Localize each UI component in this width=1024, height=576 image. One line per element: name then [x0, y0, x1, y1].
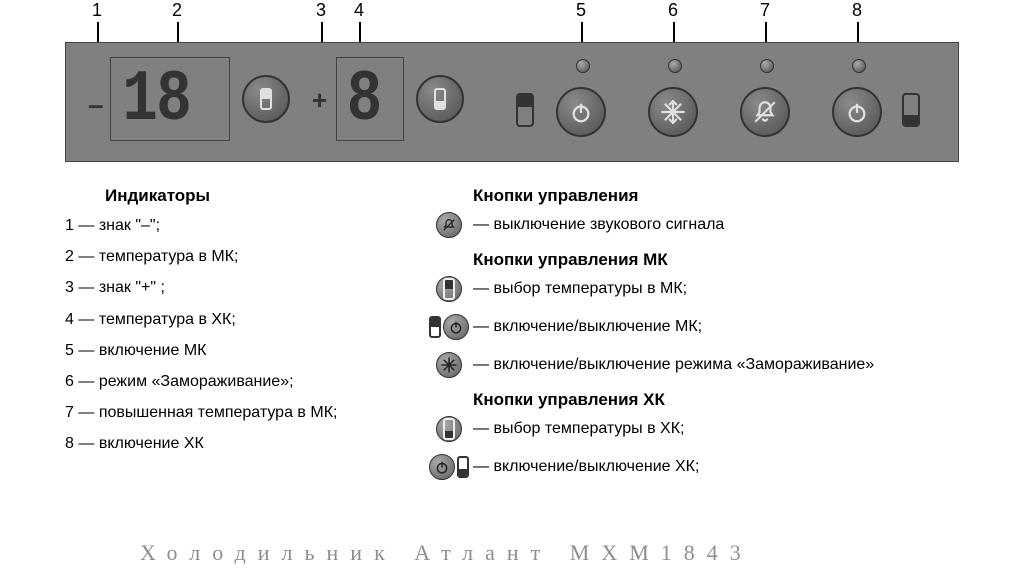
- heading-xk: Кнопки управления ХК: [473, 390, 985, 410]
- legend-item-6: 6 — режим «Замораживание»;: [65, 372, 425, 391]
- snowflake-icon: [436, 352, 462, 378]
- heading-buttons: Кнопки управления: [473, 186, 985, 206]
- fridge-icon: [443, 418, 455, 440]
- freeze-mode-button[interactable]: [648, 87, 698, 137]
- alarm-mute-button[interactable]: [740, 87, 790, 137]
- fridge-icon: [457, 456, 469, 478]
- power-icon: [429, 454, 455, 480]
- legend-right-col: Кнопки управления — выключение звукового…: [425, 186, 985, 492]
- freezer-icon: [443, 278, 455, 300]
- legend-item-1: 1 — знак "–";: [65, 216, 425, 235]
- watermark: Холодильник Атлант МХМ1843: [140, 540, 753, 566]
- led-high-temp: [760, 59, 774, 73]
- legend-xk-temp: — выбор температуры в ХК;: [425, 416, 985, 442]
- callout-4: 4: [354, 0, 364, 21]
- mk-display-frame: 18: [110, 57, 230, 141]
- bell-off-icon: [436, 212, 462, 238]
- power-icon: [443, 314, 469, 340]
- xk-display-frame: 8: [336, 57, 404, 141]
- legend-mute: — выключение звукового сигнала: [425, 212, 985, 238]
- minus-indicator: –: [88, 89, 104, 121]
- callout-8: 8: [852, 0, 862, 21]
- callout-5: 5: [576, 0, 586, 21]
- led-mk-on: [576, 59, 590, 73]
- xk-temp-button[interactable]: [416, 75, 464, 123]
- mk-temp-display: 18: [122, 64, 190, 136]
- snowflake-icon: [660, 99, 686, 125]
- callout-7: 7: [760, 0, 770, 21]
- legend-item-5: 5 — включение МК: [65, 341, 425, 360]
- legend-mk-temp: — выбор температуры в МК;: [425, 276, 985, 302]
- legend-item-2: 2 — температура в МК;: [65, 247, 425, 266]
- legend-item-7: 7 — повышенная температура в МК;: [65, 403, 425, 422]
- heading-mk: Кнопки управления МК: [473, 250, 985, 270]
- freezer-icon: [260, 88, 272, 110]
- legend-item-3: 3 — знак "+" ;: [65, 278, 425, 297]
- legend-item-8: 8 — включение ХК: [65, 434, 425, 453]
- legend-xk-power: — включение/выключение ХК;: [425, 454, 985, 480]
- callout-2: 2: [172, 0, 182, 21]
- callout-row: 1 2 3 4 5 6 7 8: [0, 0, 1024, 42]
- mk-temp-button[interactable]: [242, 75, 290, 123]
- xk-power-button[interactable]: [832, 87, 882, 137]
- legend-item-4: 4 — температура в ХК;: [65, 310, 425, 329]
- fridge-icon: [434, 88, 446, 110]
- freezer-outline-icon: [516, 93, 534, 127]
- legend-left-col: Индикаторы 1 — знак "–"; 2 — температура…: [65, 186, 425, 466]
- power-icon: [570, 101, 592, 123]
- plus-indicator: +: [312, 85, 327, 116]
- legend-mk-freeze: — включение/выключение режима «Заморажив…: [425, 352, 985, 378]
- freezer-icon: [429, 316, 441, 338]
- xk-temp-display: 8: [347, 64, 381, 136]
- callout-6: 6: [668, 0, 678, 21]
- callout-3: 3: [316, 0, 326, 21]
- led-freeze-mode: [668, 59, 682, 73]
- fridge-outline-icon: [902, 93, 920, 127]
- bell-off-icon: [752, 99, 778, 125]
- control-panel: – 18 + 8: [65, 42, 959, 162]
- callout-1: 1: [92, 0, 102, 21]
- power-icon: [846, 101, 868, 123]
- heading-indicators: Индикаторы: [105, 186, 425, 206]
- mk-power-button[interactable]: [556, 87, 606, 137]
- legend-mk-power: — включение/выключение МК;: [425, 314, 985, 340]
- led-xk-on: [852, 59, 866, 73]
